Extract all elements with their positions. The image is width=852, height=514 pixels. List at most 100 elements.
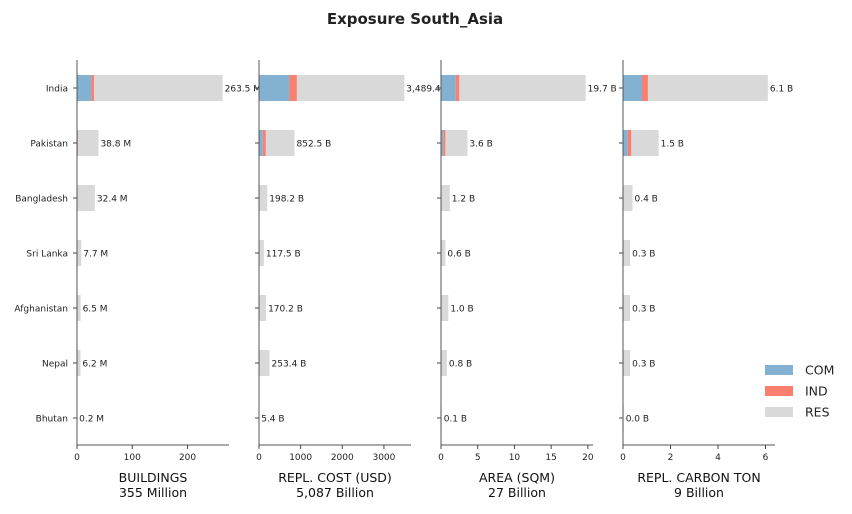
- value-label: 852.5 B: [297, 140, 332, 150]
- bar-ind-pakistan: [263, 130, 266, 156]
- x-tick-label: 2000: [331, 453, 354, 463]
- x-tick-label: 1000: [289, 453, 312, 463]
- bar-res-afghanistan: [623, 295, 630, 321]
- x-axis-sublabel: 355 Million: [119, 485, 187, 500]
- chart-title: Exposure South_Asia: [327, 10, 503, 28]
- x-tick-label: 4: [715, 453, 721, 463]
- value-label: 5.4 B: [261, 415, 284, 425]
- value-label: 38.8 M: [100, 140, 131, 150]
- value-label: 0.8 B: [449, 360, 472, 370]
- bar-res-bangladesh: [77, 185, 95, 211]
- x-tick-label: 10: [509, 453, 521, 463]
- x-tick-label: 100: [124, 453, 141, 463]
- bar-com-india: [259, 75, 289, 101]
- value-label: 0.4 B: [635, 195, 658, 205]
- bar-res-sri-lanka: [77, 240, 81, 266]
- bar-res-nepal: [441, 350, 447, 376]
- bar-ind-india: [91, 75, 94, 101]
- value-label: 19.7 B: [588, 85, 617, 95]
- bar-res-nepal: [77, 350, 80, 376]
- x-axis-label: AREA (SQM): [479, 470, 555, 485]
- bar-res-pakistan: [445, 130, 467, 156]
- bar-res-nepal: [260, 350, 270, 376]
- bar-res-sri-lanka: [259, 240, 264, 266]
- value-label: 1.5 B: [661, 140, 684, 150]
- x-tick-label: 3000: [372, 453, 395, 463]
- value-label: 0.3 B: [632, 250, 655, 260]
- category-label: Nepal: [42, 360, 68, 370]
- category-label: India: [46, 85, 68, 95]
- bar-res-pakistan: [78, 130, 98, 156]
- bar-res-india: [94, 75, 223, 101]
- value-label: 0.3 B: [632, 305, 655, 315]
- category-label: Bangladesh: [15, 195, 68, 205]
- bar-res-pakistan: [266, 130, 295, 156]
- x-tick-label: 20: [582, 453, 594, 463]
- legend-swatch-com: [765, 365, 793, 375]
- x-tick-label: 5: [475, 453, 481, 463]
- bar-res-bangladesh: [259, 185, 267, 211]
- x-tick-label: 0: [438, 453, 444, 463]
- value-label: 6.2 M: [82, 360, 107, 370]
- x-tick-label: 0: [74, 453, 80, 463]
- x-axis-sublabel: 9 Billion: [674, 485, 724, 500]
- bar-res-sri-lanka: [623, 240, 630, 266]
- bar-ind-pakistan: [628, 130, 632, 156]
- bar-com-pakistan: [259, 130, 263, 156]
- bar-com-india: [441, 75, 456, 101]
- bar-ind-india: [456, 75, 460, 101]
- bar-res-india: [459, 75, 585, 101]
- value-label: 0.1 B: [444, 415, 467, 425]
- x-axis-label: BUILDINGS: [119, 470, 188, 485]
- value-label: 3.6 B: [469, 140, 492, 150]
- category-label: Sri Lanka: [26, 250, 68, 260]
- bar-ind-india: [289, 75, 297, 101]
- value-label: 0.3 B: [632, 360, 655, 370]
- bar-res-bangladesh: [441, 185, 449, 211]
- category-label: Bhutan: [36, 415, 68, 425]
- x-axis-label: REPL. COST (USD): [278, 470, 392, 485]
- value-label: 1.2 B: [452, 195, 475, 205]
- category-label: Pakistan: [30, 140, 68, 150]
- bar-ind-india: [642, 75, 648, 101]
- bar-res-bangladesh: [623, 185, 632, 211]
- legend-swatch-ind: [765, 386, 793, 396]
- legend-label-res: RES: [805, 405, 830, 420]
- bar-res-pakistan: [631, 130, 658, 156]
- bar-com-india: [623, 75, 642, 101]
- legend-swatch-res: [765, 407, 793, 417]
- bar-res-sri-lanka: [441, 240, 445, 266]
- value-label: 6.1 B: [770, 85, 793, 95]
- value-label: 117.5 B: [266, 250, 301, 260]
- bar-res-nepal: [623, 350, 630, 376]
- bar-com-india: [77, 75, 91, 101]
- bar-ind-pakistan: [443, 130, 445, 156]
- bar-res-india: [648, 75, 768, 101]
- bar-com-pakistan: [623, 130, 628, 156]
- legend-label-com: COM: [805, 363, 834, 378]
- value-label: 170.2 B: [268, 305, 303, 315]
- value-label: 263.5 M: [225, 85, 261, 95]
- value-label: 1.0 B: [450, 305, 473, 315]
- bar-res-india: [297, 75, 404, 101]
- value-label: 0.0 B: [626, 415, 649, 425]
- x-axis-sublabel: 27 Billion: [488, 485, 546, 500]
- value-label: 0.6 B: [447, 250, 470, 260]
- x-tick-label: 6: [763, 453, 769, 463]
- x-tick-label: 15: [545, 453, 556, 463]
- value-label: 32.4 M: [97, 195, 128, 205]
- value-label: 7.7 M: [83, 250, 108, 260]
- value-label: 6.5 M: [83, 305, 108, 315]
- x-axis-label: REPL. CARBON TON: [637, 470, 760, 485]
- x-tick-label: 0: [256, 453, 262, 463]
- x-tick-label: 2: [668, 453, 674, 463]
- value-label: 0.2 M: [79, 415, 104, 425]
- category-label: Afghanistan: [14, 305, 68, 315]
- x-axis-sublabel: 5,087 Billion: [296, 485, 374, 500]
- legend-label-ind: IND: [805, 384, 828, 399]
- x-tick-label: 200: [179, 453, 196, 463]
- bar-res-afghanistan: [77, 295, 80, 321]
- bar-res-afghanistan: [259, 295, 266, 321]
